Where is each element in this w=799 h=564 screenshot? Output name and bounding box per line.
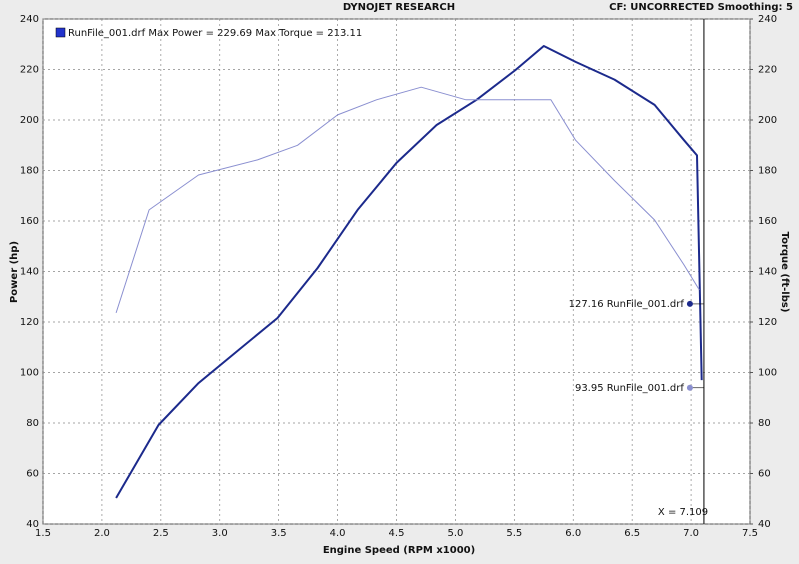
x-tick-label: 6.0 bbox=[565, 528, 581, 539]
y2-tick-label: 140 bbox=[758, 267, 777, 278]
x-tick-label: 1.5 bbox=[35, 528, 51, 539]
y-axis-label: Power (hp) bbox=[9, 241, 20, 303]
x-tick-label: 2.5 bbox=[153, 528, 169, 539]
y2-tick-label: 180 bbox=[758, 166, 777, 177]
x-tick-label: 7.5 bbox=[742, 528, 758, 539]
series-line bbox=[115, 45, 703, 499]
cursor-label: X = 7.109 bbox=[658, 507, 708, 518]
x-tick-label: 4.0 bbox=[330, 528, 346, 539]
legend-swatch bbox=[55, 27, 66, 38]
readout-label: 93.95 RunFile_001.drf bbox=[575, 383, 684, 394]
legend-text: RunFile_001.drf Max Power = 229.69 Max T… bbox=[68, 28, 362, 39]
y2-tick-label: 100 bbox=[758, 368, 777, 379]
x-axis-label: Engine Speed (RPM x1000) bbox=[323, 545, 475, 556]
y2-tick-label: 160 bbox=[758, 216, 777, 227]
y2-tick-label: 40 bbox=[758, 519, 771, 530]
x-tick-label: 4.5 bbox=[389, 528, 405, 539]
x-tick-label: 3.0 bbox=[212, 528, 228, 539]
series-line bbox=[115, 86, 700, 314]
y-tick-label: 220 bbox=[20, 65, 39, 76]
x-tick-label: 5.0 bbox=[447, 528, 463, 539]
y-tick-label: 240 bbox=[20, 14, 39, 25]
chart-title: DYNOJET RESEARCH bbox=[343, 2, 455, 13]
x-tick-label: 2.0 bbox=[94, 528, 110, 539]
y2-tick-label: 60 bbox=[758, 469, 771, 480]
y-tick-label: 40 bbox=[26, 519, 39, 530]
y2-tick-label: 240 bbox=[758, 14, 777, 25]
y2-tick-label: 120 bbox=[758, 317, 777, 328]
x-tick-label: 7.0 bbox=[683, 528, 699, 539]
x-tick-label: 5.5 bbox=[506, 528, 522, 539]
y-tick-label: 200 bbox=[20, 115, 39, 126]
readout-dot bbox=[686, 384, 693, 391]
y2-axis-label: Torque (ft-lbs) bbox=[779, 232, 790, 313]
y-tick-label: 100 bbox=[20, 368, 39, 379]
readout-label: 127.16 RunFile_001.drf bbox=[569, 299, 685, 310]
readout-dot bbox=[686, 300, 693, 307]
y-tick-label: 120 bbox=[20, 317, 39, 328]
y-tick-label: 60 bbox=[26, 469, 39, 480]
y2-tick-label: 220 bbox=[758, 65, 777, 76]
subtitle: CF: UNCORRECTED Smoothing: 5 bbox=[609, 2, 793, 13]
y-tick-label: 80 bbox=[26, 418, 39, 429]
y-tick-label: 160 bbox=[20, 216, 39, 227]
x-tick-label: 6.5 bbox=[624, 528, 640, 539]
x-tick-label: 3.5 bbox=[271, 528, 287, 539]
y-tick-label: 180 bbox=[20, 166, 39, 177]
y2-tick-label: 80 bbox=[758, 418, 771, 429]
y2-tick-label: 200 bbox=[758, 115, 777, 126]
y-tick-label: 140 bbox=[20, 267, 39, 278]
